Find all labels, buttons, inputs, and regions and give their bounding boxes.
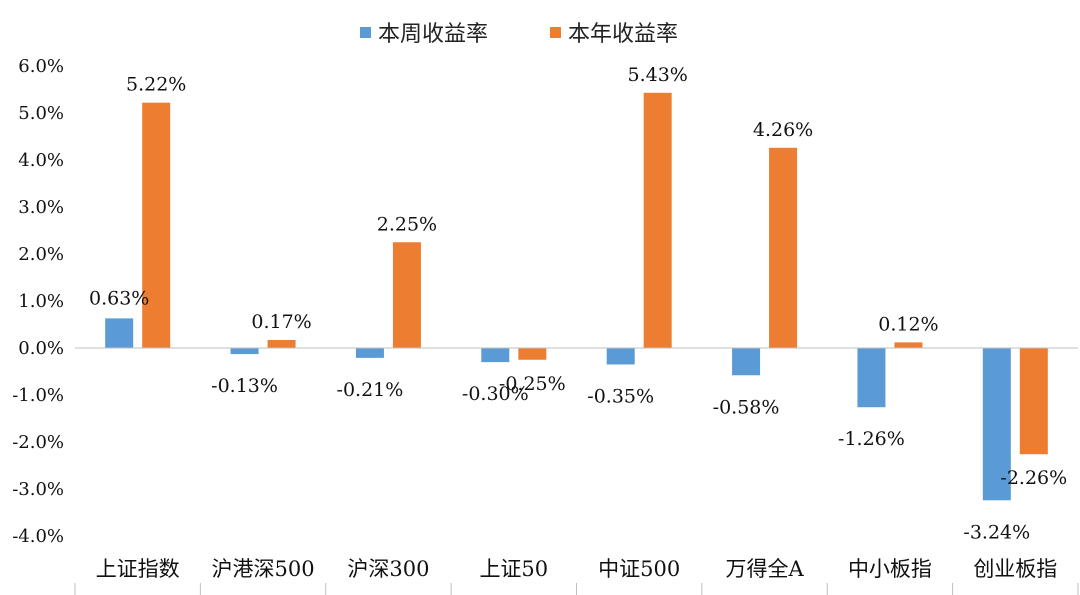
y-tick-label: 3.0% [18, 197, 64, 218]
bar-series-2-5 [643, 92, 672, 348]
bar-series-2-3 [392, 242, 421, 348]
x-category-label: 上证指数 [96, 557, 180, 581]
x-category-label: 创业板指 [973, 557, 1057, 581]
data-label-series-2-3: 2.25% [377, 213, 437, 235]
data-label-series-2-6: 4.26% [753, 119, 813, 141]
data-label-series-2-7: 0.12% [878, 313, 938, 335]
data-label-series-2-2: 0.17% [251, 311, 311, 333]
y-tick-label: -4.0% [12, 526, 64, 547]
legend-label-1: 本周收益率 [378, 22, 488, 47]
y-axis: 6.0% 5.0% 4.0% 3.0% 2.0% 1.0% 0.0% -1.0% -2.0% -3… [12, 56, 64, 547]
bar-series-2-6 [769, 147, 798, 348]
x-category-label: 中证500 [598, 557, 680, 581]
y-tick-label: -1.0% [12, 385, 64, 406]
legend-swatch-2 [550, 27, 561, 38]
legend-label-2: 本年收益率 [568, 22, 678, 47]
legend: 本周收益率 本年收益率 [360, 22, 678, 47]
x-category-label: 中小板指 [848, 557, 932, 581]
bar-series-1-8 [982, 348, 1011, 501]
data-label-series-1-3: -0.21% [337, 379, 404, 401]
y-tick-label: -2.0% [12, 432, 64, 453]
x-category-label: 沪深300 [347, 557, 429, 581]
bar-series-2-2 [267, 340, 296, 348]
bar-series-1-3 [355, 348, 384, 358]
x-axis: 上证指数 沪港深500 沪深300 上证50 中证500 万得全A 中小板指 创业板指 [74, 347, 1079, 595]
bar-series-1-6 [732, 348, 761, 376]
y-tick-label: 0.0% [18, 338, 64, 359]
bar-series-1-5 [606, 348, 635, 365]
bar-series-1-7 [857, 348, 886, 408]
y-tick-label: 6.0% [18, 56, 64, 77]
data-label-series-1-2: -0.13% [211, 375, 278, 397]
x-category-label: 上证50 [479, 557, 548, 581]
data-label-series-2-5: 5.43% [628, 64, 688, 86]
bar-series-2-1 [142, 102, 171, 348]
y-tick-label: 5.0% [18, 103, 64, 124]
bar-series-2-4 [518, 348, 547, 360]
bar-series-1-2 [230, 348, 259, 355]
data-label-series-2-1: 5.22% [126, 74, 186, 96]
legend-swatch-1 [360, 27, 371, 38]
data-label-series-1-7: -1.26% [838, 428, 905, 450]
x-category-label: 万得全A [725, 557, 804, 581]
data-labels: 0.63% -0.13% -0.21% -0.30% -0.35% -0.58% -1.26… [89, 64, 1067, 543]
bar-series-1-4 [481, 348, 510, 363]
data-label-series-1-1: 0.63% [89, 287, 149, 309]
x-category-label: 沪港深500 [212, 557, 315, 581]
data-label-series-1-6: -0.58% [713, 396, 780, 418]
bar-series-1-1 [105, 318, 134, 348]
data-label-series-1-5: -0.35% [587, 385, 654, 407]
data-label-series-1-4: -0.30% [462, 383, 529, 405]
data-label-series-2-4: -0.25% [499, 373, 566, 395]
bar-series-2-8 [1019, 348, 1048, 455]
y-tick-label: -3.0% [12, 479, 64, 500]
data-label-series-2-8: -2.26% [1000, 467, 1067, 489]
y-tick-label: 1.0% [18, 291, 64, 312]
y-tick-label: 2.0% [18, 244, 64, 265]
data-label-series-1-8: -3.24% [963, 521, 1030, 543]
bars [105, 92, 1048, 501]
y-tick-label: 4.0% [18, 150, 64, 171]
bar-series-2-7 [894, 342, 923, 348]
